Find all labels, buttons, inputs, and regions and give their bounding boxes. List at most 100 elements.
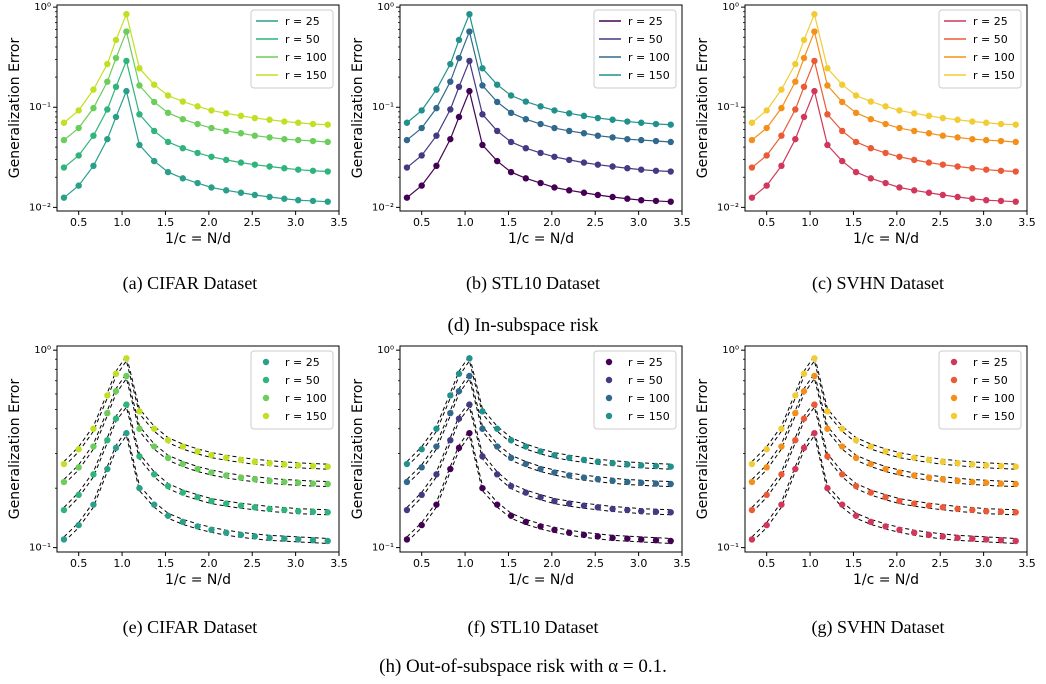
data-point xyxy=(925,456,933,464)
data-point xyxy=(90,162,97,170)
data-point xyxy=(164,436,172,444)
legend-marker xyxy=(950,394,958,402)
y-axis-label: Generalization Error xyxy=(350,38,366,179)
data-point xyxy=(609,534,616,542)
data-point xyxy=(537,103,544,110)
data-point xyxy=(507,512,515,519)
x-tick-label: 2.5 xyxy=(931,216,949,229)
data-point xyxy=(75,124,82,132)
data-point xyxy=(925,189,933,196)
legend-box xyxy=(250,350,334,430)
data-point xyxy=(60,536,68,543)
data-point xyxy=(667,509,674,516)
data-point xyxy=(551,497,558,505)
data-point xyxy=(792,135,799,143)
data-point xyxy=(824,453,831,460)
data-point xyxy=(939,504,947,511)
legend-label: r = 25 xyxy=(285,15,320,28)
data-point xyxy=(324,138,331,146)
data-point xyxy=(925,130,933,137)
data-point xyxy=(447,465,454,473)
data-point xyxy=(811,429,818,437)
data-point xyxy=(838,471,846,478)
data-point xyxy=(251,161,259,168)
data-point xyxy=(594,132,602,139)
data-point xyxy=(882,448,889,455)
data-point xyxy=(433,425,440,432)
panel-caption: (a) CIFAR Dataset xyxy=(123,273,258,294)
data-point xyxy=(433,132,440,139)
data-point xyxy=(969,478,976,486)
data-point xyxy=(403,119,411,126)
data-point xyxy=(609,163,616,170)
data-point xyxy=(911,127,918,135)
data-point xyxy=(223,110,230,117)
data-point xyxy=(75,152,82,159)
data-point xyxy=(954,459,961,467)
x-tick-label: 2.5 xyxy=(243,557,261,570)
data-point xyxy=(778,162,785,170)
data-point xyxy=(237,112,245,120)
data-point xyxy=(324,537,331,545)
data-point xyxy=(566,187,573,194)
data-point xyxy=(324,121,331,128)
data-point xyxy=(433,443,440,450)
legend-marker xyxy=(262,376,270,384)
data-point xyxy=(638,136,645,144)
x-tick-label: 1.0 xyxy=(456,557,474,570)
data-point xyxy=(800,36,808,44)
data-point xyxy=(911,110,918,117)
data-point xyxy=(208,526,215,534)
data-point xyxy=(150,157,158,165)
data-point xyxy=(164,482,172,490)
data-point xyxy=(638,462,645,469)
data-point xyxy=(580,189,588,196)
data-point xyxy=(281,135,288,143)
data-point xyxy=(896,107,903,114)
data-point xyxy=(123,10,130,18)
data-point xyxy=(447,409,454,417)
x-tick-label: 1.5 xyxy=(500,216,518,229)
data-point xyxy=(104,392,111,399)
x-tick-label: 2.0 xyxy=(543,557,561,570)
data-point xyxy=(75,446,82,453)
data-point xyxy=(624,461,631,468)
data-point xyxy=(763,491,770,499)
data-point xyxy=(479,453,486,460)
data-point xyxy=(60,136,68,144)
data-point xyxy=(867,460,875,468)
y-axis-label: Generalization Error xyxy=(7,38,23,179)
data-point xyxy=(852,92,860,99)
x-tick-label: 2.5 xyxy=(931,557,949,570)
x-axis-label: 1/c = N/d xyxy=(508,231,574,247)
data-point xyxy=(811,372,818,380)
x-tick-label: 3.5 xyxy=(673,216,691,229)
x-tick-label: 2.5 xyxy=(243,216,261,229)
data-point xyxy=(75,491,82,499)
data-point xyxy=(75,521,82,529)
data-point xyxy=(1012,198,1019,205)
data-point xyxy=(522,460,530,468)
legend-marker xyxy=(605,358,613,366)
data-point xyxy=(939,533,947,540)
y-tick-label: 10⁰ xyxy=(34,2,51,13)
data-point xyxy=(164,168,172,176)
data-point xyxy=(493,98,501,106)
theory-upper-curve xyxy=(751,372,1016,482)
data-point xyxy=(852,512,860,519)
data-point xyxy=(824,408,831,415)
legend-label: r = 100 xyxy=(628,392,670,405)
data-point xyxy=(911,156,918,164)
data-point xyxy=(295,136,302,144)
plot-frame xyxy=(56,4,340,212)
data-point xyxy=(104,135,111,143)
data-point xyxy=(112,415,120,422)
data-point xyxy=(455,113,463,121)
legend: r = 25 r = 50 r = 100 r = 150 xyxy=(938,9,1022,89)
y-tick-label: 10⁰ xyxy=(34,345,51,356)
data-point xyxy=(295,196,302,204)
data-point xyxy=(60,119,68,126)
data-point xyxy=(433,86,440,93)
x-tick-label: 3.0 xyxy=(630,216,648,229)
data-point xyxy=(551,107,558,114)
